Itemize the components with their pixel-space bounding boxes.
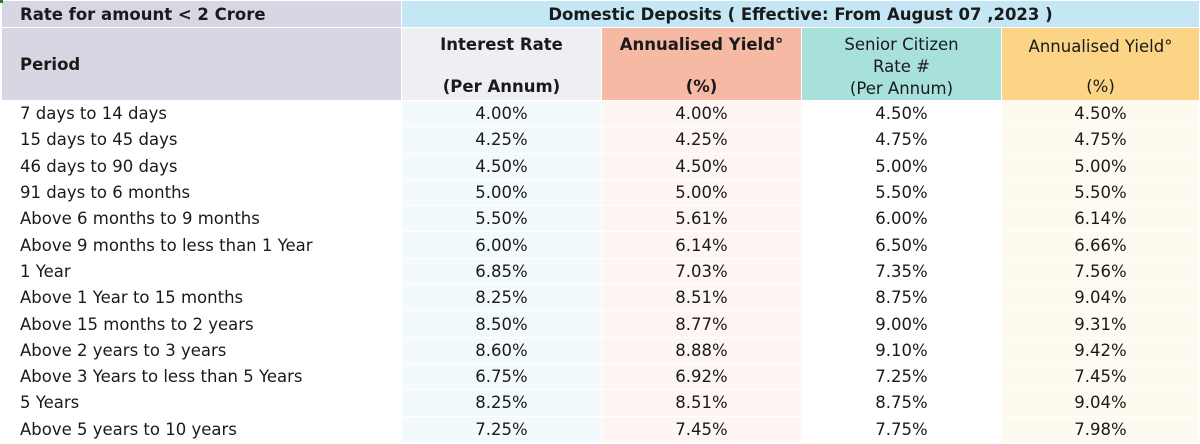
senior-citizen-rate-cell: 4.75% <box>801 126 1002 154</box>
interest-rate-cell: 5.50% <box>401 205 602 233</box>
senior-citizen-rate-header: Senior Citizen Rate # (Per Annum) <box>801 27 1002 101</box>
senior-citizen-rate-cell: 7.25% <box>801 362 1002 391</box>
corner-marker <box>0 0 3 3</box>
senior-annualised-yield-cell: 9.04% <box>1000 284 1200 312</box>
interest-rate-cell: 8.50% <box>401 310 602 338</box>
senior-citizen-rate-cell: 4.50% <box>801 99 1002 128</box>
senior-citizen-rate-cell: 6.50% <box>801 231 1002 259</box>
senior-annualised-yield-header: Annualised Yield° (%) <box>1000 27 1200 101</box>
interest-rate-cell: 8.25% <box>401 284 602 312</box>
interest-rate-cell: 8.60% <box>401 336 602 364</box>
senior-citizen-header-line2: Rate # <box>873 57 930 76</box>
annualised-yield-header-line2: (%) <box>685 77 718 96</box>
table-row: 7 days to 14 days 4.00% 4.00% 4.50% 4.50% <box>1 99 1200 128</box>
senior-annualised-yield-cell: 7.45% <box>1000 362 1200 391</box>
table-row: 91 days to 6 months 5.00% 5.00% 5.50% 5.50% <box>1 178 1200 207</box>
annualised-yield-cell: 6.92% <box>601 362 802 391</box>
senior-annualised-yield-cell: 9.04% <box>1000 389 1200 417</box>
table-row: Above 2 years to 3 years 8.60% 8.88% 9.10% 9… <box>1 336 1200 364</box>
interest-rate-cell: 6.85% <box>401 257 602 286</box>
annualised-yield-header-line1: Annualised Yield° <box>619 35 784 54</box>
senior-citizen-rate-cell: 5.00% <box>801 152 1002 180</box>
annualised-yield-cell: 5.00% <box>601 178 802 207</box>
header-row-top: Rate for amount < 2 Crore Domestic Depos… <box>1 0 1200 28</box>
period-cell: Above 5 years to 10 years <box>1 415 402 443</box>
table-row: Above 3 Years to less than 5 Years 6.75% 6… <box>1 362 1200 391</box>
annualised-yield-cell: 8.51% <box>601 284 802 312</box>
senior-annualised-yield-cell: 6.14% <box>1000 205 1200 233</box>
period-cell: Above 6 months to 9 months <box>1 205 402 233</box>
annualised-yield-cell: 8.88% <box>601 336 802 364</box>
senior-annualised-yield-cell: 7.56% <box>1000 257 1200 286</box>
senior-annualised-yield-cell: 4.75% <box>1000 126 1200 154</box>
period-cell: Above 1 Year to 15 months <box>1 284 402 312</box>
interest-rate-header-line2: (Per Annum) <box>442 77 561 96</box>
interest-rate-cell: 6.00% <box>401 231 602 259</box>
senior-annualised-yield-cell: 4.50% <box>1000 99 1200 128</box>
senior-citizen-rate-cell: 5.50% <box>801 178 1002 207</box>
senior-citizen-header-line3: (Per Annum) <box>849 79 954 98</box>
senior-citizen-rate-cell: 9.00% <box>801 310 1002 338</box>
period-cell: Above 9 months to less than 1 Year <box>1 231 402 259</box>
interest-rate-cell: 4.50% <box>401 152 602 180</box>
senior-annualised-yield-cell: 9.42% <box>1000 336 1200 364</box>
table-row: 15 days to 45 days 4.25% 4.25% 4.75% 4.75% <box>1 126 1200 154</box>
senior-citizen-rate-cell: 8.75% <box>801 389 1002 417</box>
table-row: Above 1 Year to 15 months 8.25% 8.51% 8.75%… <box>1 284 1200 312</box>
period-cell: 1 Year <box>1 257 402 286</box>
table-row: Above 6 months to 9 months 5.50% 5.61% 6.00… <box>1 205 1200 233</box>
senior-citizen-rate-cell: 9.10% <box>801 336 1002 364</box>
interest-rate-cell: 7.25% <box>401 415 602 443</box>
senior-annualised-yield-cell: 7.98% <box>1000 415 1200 443</box>
interest-rate-header: Interest Rate (Per Annum) <box>401 27 602 101</box>
domestic-deposits-label: Domestic Deposits ( Effective: From Augu… <box>400 0 1200 28</box>
table-row: 1 Year 6.85% 7.03% 7.35% 7.56% <box>1 257 1200 286</box>
interest-rate-cell: 4.25% <box>401 126 602 154</box>
interest-rate-cell: 6.75% <box>401 362 602 391</box>
annualised-yield-cell: 7.45% <box>601 415 802 443</box>
annualised-yield-cell: 8.77% <box>601 310 802 338</box>
interest-rate-cell: 4.00% <box>401 99 602 128</box>
table-row: 46 days to 90 days 4.50% 4.50% 5.00% 5.00% <box>1 152 1200 180</box>
table-row: 5 Years 8.25% 8.51% 8.75% 9.04% <box>1 389 1200 417</box>
annualised-yield-cell: 8.51% <box>601 389 802 417</box>
period-cell: Above 2 years to 3 years <box>1 336 402 364</box>
senior-annualised-yield-header-line1: Annualised Yield° <box>1028 37 1173 56</box>
annualised-yield-cell: 5.61% <box>601 205 802 233</box>
interest-rate-cell: 5.00% <box>401 178 602 207</box>
header-row-columns: Period Interest Rate (Per Annum) Annuali… <box>1 27 1200 101</box>
annualised-yield-cell: 4.50% <box>601 152 802 180</box>
senior-citizen-rate-cell: 8.75% <box>801 284 1002 312</box>
period-cell: 5 Years <box>1 389 402 417</box>
annualised-yield-header: Annualised Yield° (%) <box>601 27 802 101</box>
period-cell: Above 3 Years to less than 5 Years <box>1 362 402 391</box>
table-row: Above 5 years to 10 years 7.25% 7.45% 7.75%… <box>1 415 1200 443</box>
period-cell: 46 days to 90 days <box>1 152 402 180</box>
period-cell: 7 days to 14 days <box>1 99 402 128</box>
annualised-yield-cell: 7.03% <box>601 257 802 286</box>
senior-annualised-yield-header-line2: (%) <box>1086 77 1115 96</box>
annualised-yield-cell: 4.25% <box>601 126 802 154</box>
period-cell: 91 days to 6 months <box>1 178 402 207</box>
annualised-yield-cell: 4.00% <box>601 99 802 128</box>
rate-amount-label: Rate for amount < 2 Crore <box>1 0 402 28</box>
senior-citizen-rate-cell: 6.00% <box>801 205 1002 233</box>
period-cell: 15 days to 45 days <box>1 126 402 154</box>
rate-rows: 7 days to 14 days 4.00% 4.00% 4.50% 4.50% 15 … <box>1 99 1200 443</box>
interest-rate-header-line1: Interest Rate <box>440 35 563 54</box>
senior-annualised-yield-cell: 6.66% <box>1000 231 1200 259</box>
senior-annualised-yield-cell: 5.00% <box>1000 152 1200 180</box>
senior-citizen-rate-cell: 7.35% <box>801 257 1002 286</box>
period-cell: Above 15 months to 2 years <box>1 310 402 338</box>
table-row: Above 9 months to less than 1 Year 6.00% 6… <box>1 231 1200 259</box>
senior-citizen-header-line1: Senior Citizen <box>844 35 959 54</box>
senior-annualised-yield-cell: 5.50% <box>1000 178 1200 207</box>
table-row: Above 15 months to 2 years 8.50% 8.77% 9.00… <box>1 310 1200 338</box>
senior-annualised-yield-cell: 9.31% <box>1000 310 1200 338</box>
interest-rate-cell: 8.25% <box>401 389 602 417</box>
annualised-yield-cell: 6.14% <box>601 231 802 259</box>
senior-citizen-rate-cell: 7.75% <box>801 415 1002 443</box>
period-header: Period <box>1 27 402 101</box>
